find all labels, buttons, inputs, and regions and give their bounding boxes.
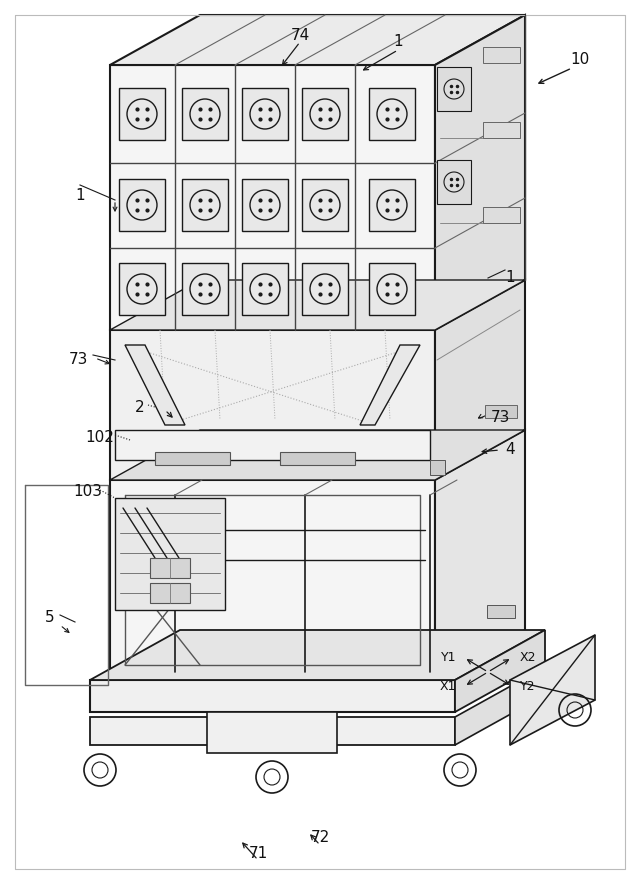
Text: X2: X2 xyxy=(520,652,536,664)
Text: 73: 73 xyxy=(68,353,88,368)
Polygon shape xyxy=(242,88,288,140)
Text: 5: 5 xyxy=(45,611,55,626)
Polygon shape xyxy=(455,630,545,712)
Polygon shape xyxy=(110,330,435,480)
Text: 74: 74 xyxy=(291,27,310,42)
Polygon shape xyxy=(182,179,228,231)
Polygon shape xyxy=(302,179,348,231)
Text: 10: 10 xyxy=(570,52,589,67)
Polygon shape xyxy=(483,47,520,63)
Polygon shape xyxy=(369,263,415,315)
Polygon shape xyxy=(360,345,420,425)
Text: 4: 4 xyxy=(505,443,515,458)
Polygon shape xyxy=(90,630,545,680)
Polygon shape xyxy=(510,635,595,745)
Polygon shape xyxy=(150,558,190,578)
Polygon shape xyxy=(115,498,225,610)
Polygon shape xyxy=(110,430,525,480)
Text: Y2: Y2 xyxy=(520,680,536,693)
Polygon shape xyxy=(119,179,165,231)
Polygon shape xyxy=(115,430,430,460)
Text: 1: 1 xyxy=(505,271,515,286)
Text: 73: 73 xyxy=(490,410,509,425)
Polygon shape xyxy=(435,430,525,680)
Text: Y1: Y1 xyxy=(440,652,456,664)
Polygon shape xyxy=(487,605,515,618)
Polygon shape xyxy=(302,263,348,315)
Text: 1: 1 xyxy=(75,187,85,202)
Polygon shape xyxy=(369,179,415,231)
Polygon shape xyxy=(435,280,525,480)
Polygon shape xyxy=(483,207,520,223)
Text: 72: 72 xyxy=(310,830,330,845)
Polygon shape xyxy=(119,88,165,140)
Polygon shape xyxy=(155,452,230,465)
Polygon shape xyxy=(437,67,471,111)
Text: 71: 71 xyxy=(248,845,268,860)
Text: 102: 102 xyxy=(86,431,115,446)
Polygon shape xyxy=(182,88,228,140)
Polygon shape xyxy=(90,680,455,712)
Text: 103: 103 xyxy=(74,484,102,499)
Polygon shape xyxy=(483,122,520,138)
Polygon shape xyxy=(125,345,185,425)
Polygon shape xyxy=(110,15,525,65)
Text: 2: 2 xyxy=(135,400,145,415)
Text: 1: 1 xyxy=(393,34,403,50)
Polygon shape xyxy=(435,15,525,330)
Polygon shape xyxy=(430,460,445,475)
Polygon shape xyxy=(242,179,288,231)
Polygon shape xyxy=(437,160,471,204)
Text: X1: X1 xyxy=(440,680,456,693)
Polygon shape xyxy=(110,480,435,680)
Polygon shape xyxy=(110,280,525,330)
Polygon shape xyxy=(280,452,355,465)
Polygon shape xyxy=(369,88,415,140)
Polygon shape xyxy=(90,717,455,745)
Polygon shape xyxy=(119,263,165,315)
Polygon shape xyxy=(207,712,337,753)
Polygon shape xyxy=(455,667,545,745)
Polygon shape xyxy=(485,405,517,418)
Polygon shape xyxy=(182,263,228,315)
Polygon shape xyxy=(242,263,288,315)
Polygon shape xyxy=(302,88,348,140)
Polygon shape xyxy=(150,583,190,603)
Polygon shape xyxy=(110,65,435,330)
